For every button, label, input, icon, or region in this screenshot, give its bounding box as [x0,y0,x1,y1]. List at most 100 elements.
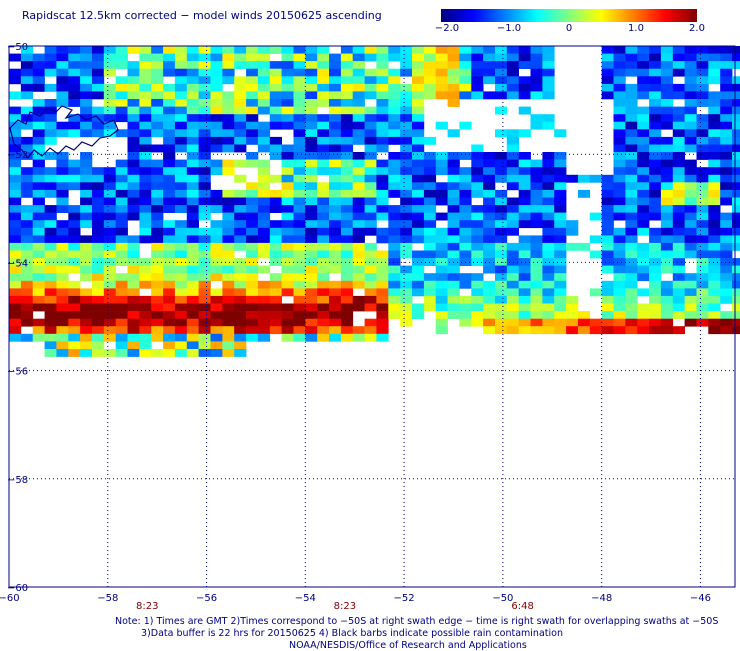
data-cell [317,227,330,236]
data-cell [637,159,650,168]
data-cell [234,174,247,183]
data-cell [246,250,259,259]
data-cell [80,318,93,327]
colorbar-tick: −2.0 [434,23,460,34]
data-cell [56,46,69,54]
data-cell [518,220,531,229]
data-cell [163,303,176,312]
data-cell [601,91,614,100]
data-cell [269,303,282,312]
data-cell [186,144,199,153]
data-cell [696,235,709,244]
data-cell [412,189,425,198]
data-cell [293,311,306,319]
data-cell [613,205,626,213]
data-cell [92,295,105,304]
data-cell [151,61,164,69]
data-cell [127,106,140,115]
data-cell [174,61,188,69]
data-cell [329,121,342,130]
data-cell [281,159,294,168]
data-cell [459,167,472,176]
data-cell [186,91,199,100]
data-cell [32,303,45,312]
data-cell [530,250,543,259]
data-cell [613,61,626,69]
data-cell [495,91,508,100]
data-cell [103,91,116,100]
data-cell [68,121,81,130]
data-cell [340,76,354,85]
data-cell [163,205,176,213]
data-cell [305,318,318,327]
data-cell [174,242,188,251]
data-cell [234,159,247,168]
data-cell [708,273,721,282]
data-cell [554,303,567,312]
data-cell [127,121,140,130]
data-cell [672,136,685,145]
data-cell [293,99,306,107]
data-cell [435,212,448,221]
data-cell [660,61,674,69]
data-cell [56,303,69,312]
data-cell [340,265,354,274]
data-cell [364,167,377,176]
data-cell [293,61,306,69]
data-cell [542,91,555,100]
data-cell [412,311,425,319]
data-cell [364,136,377,145]
data-cell [92,212,105,221]
data-cell [234,295,247,304]
data-cell [435,159,448,168]
data-cell [305,273,318,282]
data-cell [518,295,531,304]
data-cell [198,189,211,198]
data-cell [601,68,614,77]
data-cell [44,318,57,327]
data-cell [423,273,437,282]
data-cell [127,311,140,319]
data-cell [234,341,247,350]
data-cell [68,349,81,357]
data-cell [246,159,259,168]
data-cell [471,91,484,100]
data-cell [364,68,377,77]
data-cell [601,83,614,92]
data-cell [530,235,543,244]
data-cell [92,61,105,69]
data-cell [530,288,543,297]
data-cell [601,182,614,191]
data-cell [20,258,34,266]
x-tick-label: −54 [295,593,316,604]
data-cell [660,265,674,274]
data-cell [364,280,377,289]
data-cell [269,152,282,160]
data-cell [530,311,543,319]
data-cell [412,121,425,130]
data-cell [9,280,22,289]
data-cell [222,53,235,62]
data-cell [684,220,697,229]
data-cell [32,273,45,282]
data-cell [222,46,235,54]
data-cell [281,280,294,289]
data-cell [151,273,164,282]
data-cell [234,114,247,123]
data-cell [613,197,626,206]
data-cell [293,106,306,115]
data-cell [518,152,531,160]
data-cell [566,318,579,327]
data-cell [210,235,223,244]
data-cell [435,91,448,100]
data-cell [412,91,425,100]
data-cell [151,106,164,115]
data-cell [92,167,105,176]
data-cell [305,280,318,289]
data-cell [518,311,531,319]
data-cell [139,106,152,115]
data-cell [317,288,330,297]
data-cell [506,273,519,282]
data-cell [388,167,401,176]
data-cell [660,144,674,153]
